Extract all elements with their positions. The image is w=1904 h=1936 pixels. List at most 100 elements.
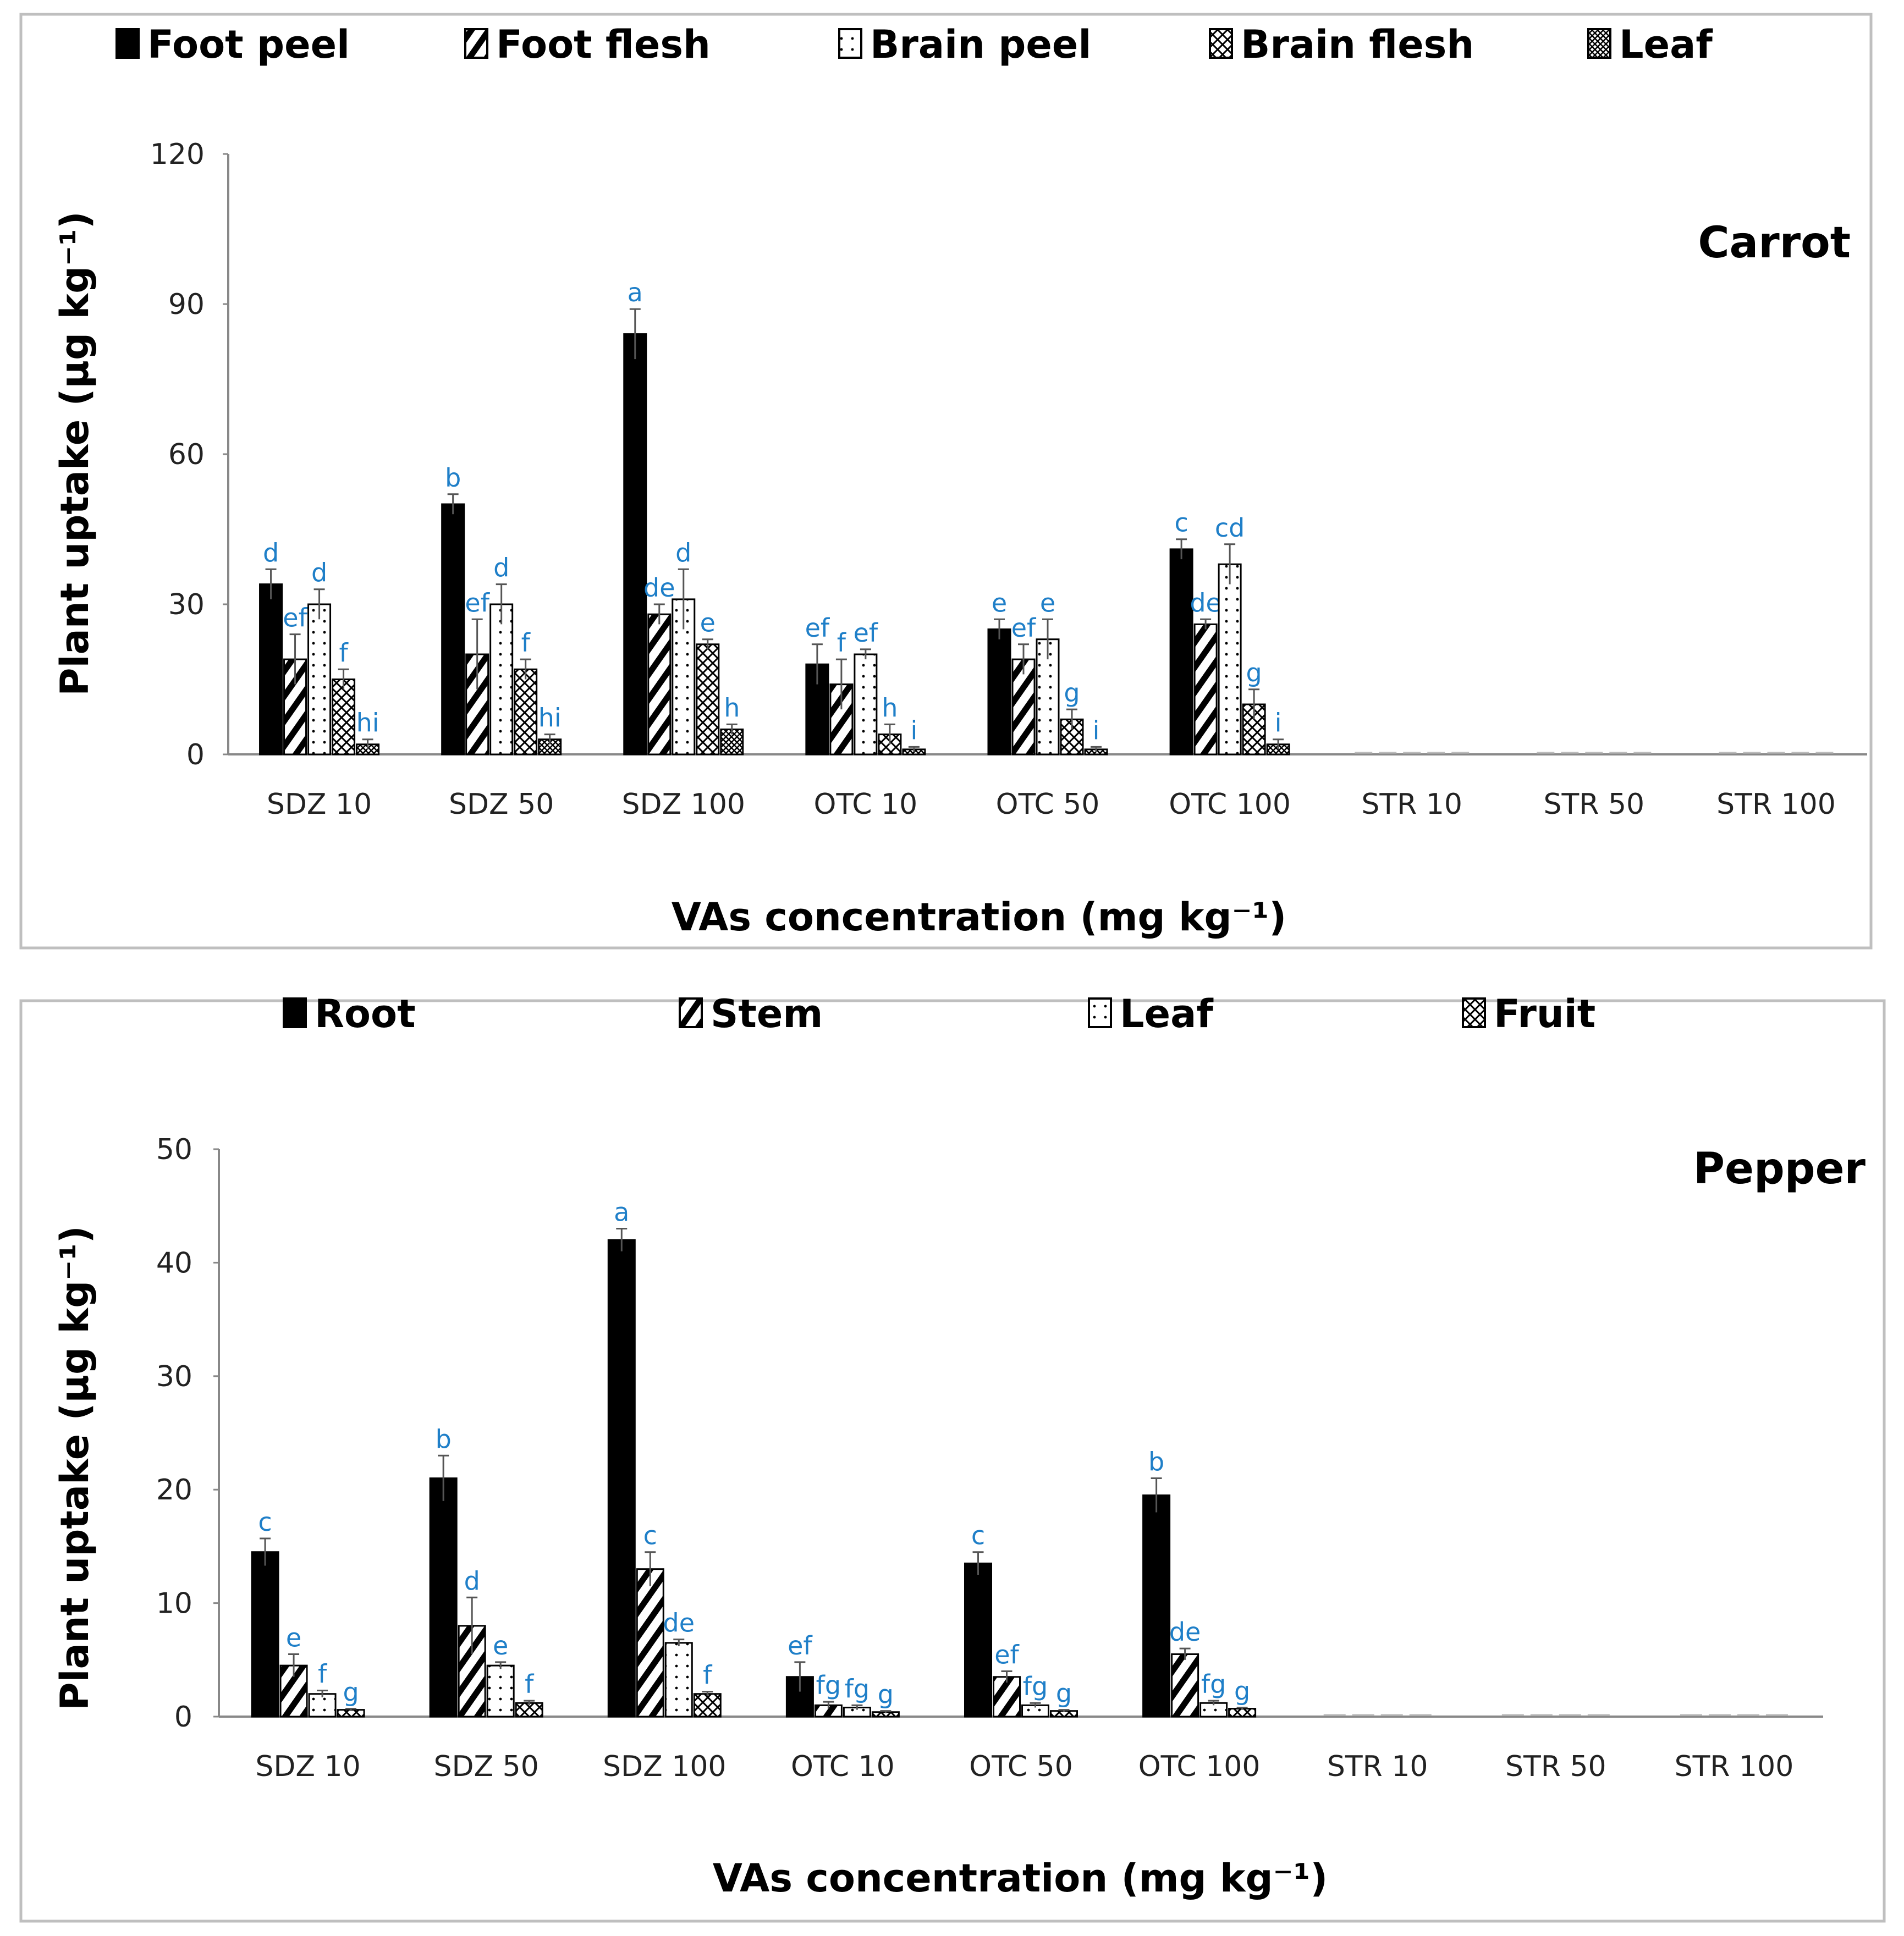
- carrot-bar-foot-peel: [1169, 548, 1193, 755]
- carrot-bar-brain-peel: [489, 603, 514, 755]
- carrot-significance-letter: i: [910, 715, 917, 745]
- pepper-y-tick-label: 40: [156, 1246, 192, 1279]
- carrot-significance-letter: de: [1190, 588, 1221, 617]
- carrot-significance-letter: de: [643, 573, 675, 603]
- carrot-legend-swatch-brain-peel: [838, 28, 862, 59]
- carrot-significance-letter: d: [675, 538, 691, 567]
- pepper-legend-label-leaf: Leaf: [1120, 991, 1214, 1036]
- pepper-significance-letter: g: [1056, 1679, 1072, 1708]
- carrot-y-tick-label: 90: [168, 288, 205, 321]
- pepper-category-label: SDZ 50: [433, 1750, 538, 1783]
- pepper-significance-letter: ef: [994, 1640, 1020, 1669]
- carrot-panel: Foot peel Foot flesh Brain peel Brain flesh…: [19, 13, 1873, 950]
- pepper-legend: Root Stem Leaf Fruit: [283, 991, 1595, 1036]
- carrot-significance-letter: h: [724, 693, 740, 722]
- carrot-significance-letter: f: [339, 638, 349, 668]
- carrot-bar-brain-flesh: [332, 679, 356, 755]
- pepper-category-label: STR 10: [1327, 1750, 1428, 1783]
- pepper-significance-letter: de: [1169, 1617, 1201, 1647]
- carrot-significance-letter: e: [992, 588, 1007, 617]
- carrot-bar-foot-peel: [987, 628, 1011, 755]
- carrot-category-label: OTC 100: [1169, 788, 1291, 821]
- pepper-significance-letter: e: [493, 1631, 508, 1661]
- carrot-axes: Plant uptake (µg kg⁻¹) VAs concentration…: [52, 138, 1867, 940]
- pepper-significance-letter: b: [1148, 1447, 1164, 1477]
- carrot-significance-letter: hi: [356, 708, 379, 738]
- carrot-category-label: SDZ 10: [267, 788, 372, 821]
- pepper-y-tick-label: 50: [156, 1133, 192, 1166]
- carrot-significance-letter: hi: [538, 703, 562, 733]
- carrot-bar-foot-flesh: [1193, 623, 1218, 755]
- pepper-significance-letter: fg: [816, 1670, 841, 1700]
- pepper-significance-letter: g: [878, 1680, 894, 1709]
- pepper-significance-letter: fg: [1201, 1669, 1226, 1699]
- carrot-significance-letter: e: [1040, 588, 1055, 617]
- pepper-significance-letter: c: [258, 1507, 272, 1537]
- pepper-bar-root: [607, 1239, 636, 1718]
- carrot-significance-letter: ef: [1011, 613, 1037, 643]
- pepper-panel: Root Stem Leaf Fruit Pepper Plant uptake (µ…: [19, 991, 1886, 1923]
- pepper-significance-letter: f: [703, 1661, 713, 1690]
- carrot-significance-letter: e: [700, 608, 716, 638]
- pepper-axes: Plant uptake (µg kg⁻¹) VAs concentration…: [52, 1133, 1823, 1901]
- carrot-category-label: SDZ 100: [622, 788, 745, 821]
- carrot-y-tick-label: 60: [168, 438, 205, 471]
- carrot-significance-letter: b: [445, 463, 461, 493]
- carrot-significance-letter: f: [837, 628, 847, 658]
- pepper-significance-letter: de: [663, 1608, 695, 1638]
- carrot-legend: Foot peel Foot flesh Brain peel Brain flesh…: [115, 22, 1713, 67]
- pepper-significance-letter: e: [286, 1623, 301, 1652]
- carrot-bar-brain-peel: [1218, 563, 1242, 755]
- pepper-y-axis-label: Plant uptake (µg kg⁻¹): [52, 1226, 97, 1711]
- pepper-y-tick-label: 20: [156, 1474, 192, 1507]
- carrot-category-label: STR 100: [1716, 788, 1836, 821]
- pepper-significance-letter: fg: [845, 1674, 870, 1703]
- pepper-y-tick-label: 30: [156, 1360, 192, 1393]
- pepper-bar-root: [251, 1551, 279, 1718]
- pepper-bar-stem: [993, 1676, 1021, 1718]
- carrot-significance-letter: h: [882, 693, 898, 722]
- pepper-category-label: OTC 100: [1138, 1750, 1261, 1783]
- carrot-legend-swatch-foot-flesh: [464, 28, 488, 59]
- pepper-bar-stem: [636, 1568, 664, 1718]
- carrot-significance-letter: i: [1093, 715, 1100, 745]
- pepper-legend-swatch-stem: [679, 997, 703, 1028]
- carrot-bar-foot-flesh: [647, 613, 672, 755]
- carrot-panel-frame: [19, 13, 1873, 950]
- carrot-y-tick-label: 0: [186, 738, 205, 771]
- carrot-bar-brain-peel: [307, 603, 332, 755]
- carrot-bar-foot-flesh: [829, 683, 854, 755]
- carrot-legend-swatch-leaf: [1587, 28, 1611, 59]
- carrot-bar-brain-flesh: [696, 643, 720, 755]
- carrot-y-tick-label: 30: [168, 588, 205, 621]
- carrot-x-axis-label: VAs concentration (mg kg⁻¹): [672, 895, 1287, 940]
- pepper-bar-leaf: [486, 1664, 515, 1718]
- pepper-y-tick-label: 10: [156, 1587, 192, 1620]
- pepper-category-label: STR 100: [1675, 1750, 1794, 1783]
- pepper-bar-stem: [1171, 1653, 1199, 1718]
- pepper-x-axis-label: VAs concentration (mg kg⁻¹): [713, 1856, 1328, 1901]
- carrot-bar-foot-peel: [623, 333, 647, 755]
- pepper-bar-stem: [458, 1625, 486, 1718]
- carrot-category-label: OTC 50: [996, 788, 1100, 821]
- pepper-panel-frame: [19, 999, 1886, 1923]
- carrot-significance-letter: g: [1246, 658, 1262, 688]
- pepper-legend-swatch-root: [283, 997, 307, 1028]
- pepper-bar-fruit: [1228, 1708, 1257, 1718]
- carrot-legend-swatch-brain-flesh: [1209, 28, 1233, 59]
- pepper-significance-letter: g: [343, 1678, 359, 1707]
- carrot-significance-letter: cd: [1215, 513, 1245, 543]
- carrot-category-label: OTC 10: [814, 788, 918, 821]
- pepper-legend-label-stem: Stem: [711, 991, 823, 1036]
- carrot-bar-brain-peel: [1036, 638, 1060, 755]
- pepper-bar-root: [429, 1477, 458, 1718]
- carrot-y-axis-label: Plant uptake (µg kg⁻¹): [52, 211, 97, 696]
- carrot-legend-label-foot-peel: Foot peel: [147, 22, 350, 67]
- carrot-bar-brain-flesh: [514, 668, 538, 755]
- pepper-category-label: OTC 50: [969, 1750, 1073, 1783]
- carrot-legend-label-foot-flesh: Foot flesh: [496, 22, 711, 67]
- pepper-significance-letter: b: [436, 1424, 452, 1454]
- carrot-chart-title: Carrot: [1698, 218, 1851, 268]
